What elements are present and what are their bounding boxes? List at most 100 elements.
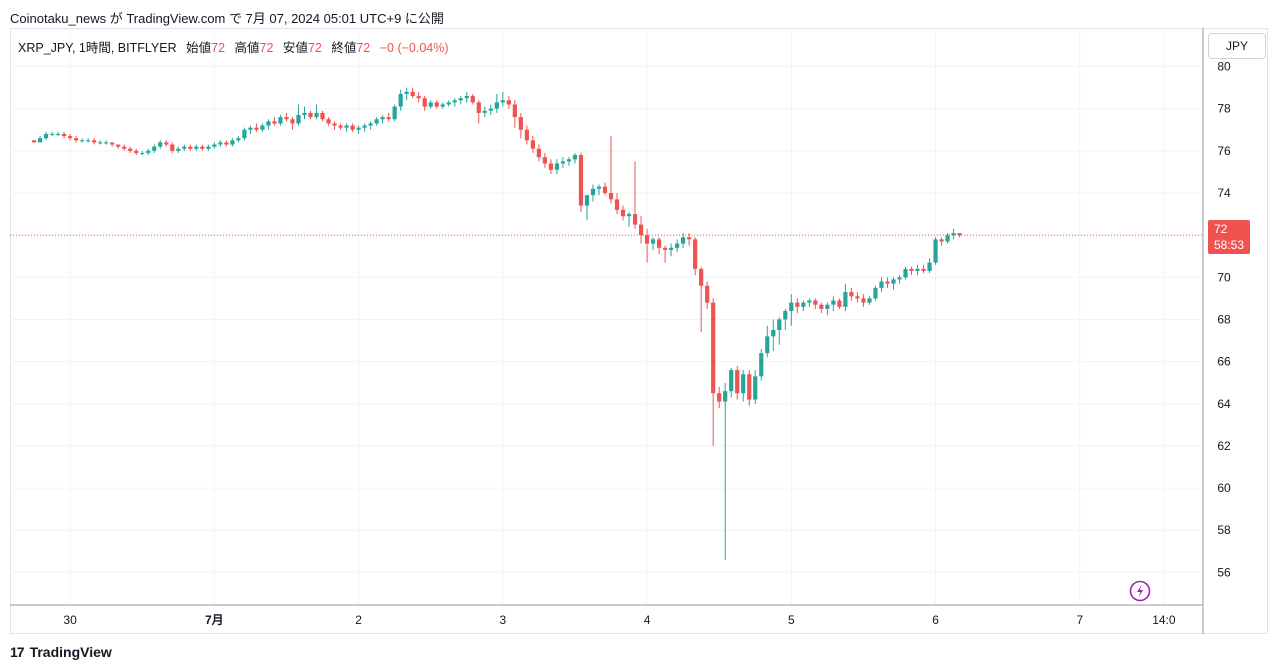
candle-body	[230, 140, 235, 145]
candle-body	[488, 108, 493, 111]
candle	[206, 144, 211, 151]
candle-body	[831, 300, 836, 305]
flash-icon[interactable]	[1129, 580, 1151, 602]
candle	[320, 110, 325, 122]
candle	[723, 382, 728, 560]
bar-countdown: 58:53	[1214, 238, 1245, 252]
candle-body	[140, 152, 145, 154]
candle-body	[74, 138, 79, 141]
candle-body	[440, 104, 445, 107]
y-tick-label: 80	[1217, 60, 1231, 74]
candle-body	[638, 224, 644, 236]
candle-body	[302, 112, 307, 116]
y-tick-label: 62	[1217, 439, 1231, 453]
candle	[578, 152, 584, 212]
candle-body	[566, 159, 572, 162]
candle-body	[464, 96, 469, 99]
candle	[356, 125, 361, 134]
candle	[182, 144, 187, 151]
candle-body	[49, 133, 55, 135]
candle-body	[446, 102, 451, 105]
candle	[43, 131, 49, 141]
candle	[110, 142, 115, 147]
candle	[849, 287, 854, 301]
candle-body	[164, 142, 169, 145]
candle-body	[825, 304, 830, 309]
candle-body	[813, 300, 818, 305]
candle-body	[434, 102, 439, 107]
candle	[326, 117, 331, 126]
x-axis-ticks: 30 7月 2 3 4 5 6 7 14:0	[63, 613, 1176, 627]
candle	[777, 317, 782, 345]
candle-body	[699, 268, 704, 286]
candle-body	[927, 262, 932, 271]
candle	[242, 127, 247, 141]
candle-body	[284, 117, 289, 120]
candle-body	[711, 302, 716, 394]
candle	[807, 298, 812, 307]
candle	[608, 136, 614, 204]
candle-body	[170, 144, 175, 151]
candle-body	[843, 292, 848, 307]
candle-body	[314, 112, 319, 118]
candle-body	[116, 144, 121, 147]
low-label: 安値	[282, 41, 308, 55]
candle	[278, 115, 283, 126]
candle-body	[560, 161, 566, 164]
candle	[338, 123, 343, 130]
candle	[753, 370, 758, 404]
symbol-label[interactable]: XRP_JPY, 1時間, BITFLYER	[18, 41, 177, 55]
last-price-value: 72	[1214, 222, 1228, 236]
candle	[296, 104, 301, 126]
candle-body	[542, 157, 548, 164]
candle	[344, 123, 349, 132]
candle	[675, 239, 680, 253]
candle-body	[494, 102, 499, 109]
candle-body	[248, 127, 253, 130]
candle-body	[308, 112, 313, 118]
candle	[873, 285, 878, 301]
candle-body	[476, 102, 481, 113]
candle	[590, 184, 596, 202]
candle	[638, 216, 644, 244]
candle	[158, 140, 163, 149]
candle-body	[146, 150, 151, 153]
candle	[765, 325, 770, 358]
close-value: 72	[356, 41, 371, 55]
candle	[260, 123, 265, 132]
high-label: 高値	[234, 41, 260, 55]
candle	[554, 159, 560, 175]
candle-body	[428, 102, 433, 107]
candle	[951, 228, 956, 240]
candle-body	[897, 277, 902, 280]
candle	[921, 264, 926, 274]
candle	[957, 233, 962, 238]
candle-body	[632, 214, 638, 225]
candle-body	[158, 142, 163, 147]
candle	[428, 100, 433, 109]
tradingview-logo[interactable]: 17 TradingView	[10, 644, 112, 660]
candle	[104, 140, 109, 145]
candle-body	[518, 117, 523, 130]
candle-body	[596, 186, 602, 189]
candle-body	[705, 285, 710, 303]
candle	[350, 123, 355, 132]
candle	[729, 367, 734, 398]
candle	[741, 370, 746, 402]
candle-body	[386, 117, 391, 120]
candle-body	[452, 100, 457, 103]
candle	[80, 138, 85, 143]
x-tick-label: 2	[355, 613, 362, 627]
candle	[500, 91, 505, 107]
candle	[693, 237, 698, 276]
candle	[843, 283, 848, 312]
candle	[146, 148, 151, 156]
candle-body	[765, 336, 770, 354]
candle	[254, 123, 259, 132]
candle	[759, 348, 764, 381]
candle-body	[945, 235, 950, 242]
candle	[506, 96, 511, 109]
currency-button[interactable]: JPY	[1208, 33, 1266, 59]
candle	[410, 87, 415, 99]
